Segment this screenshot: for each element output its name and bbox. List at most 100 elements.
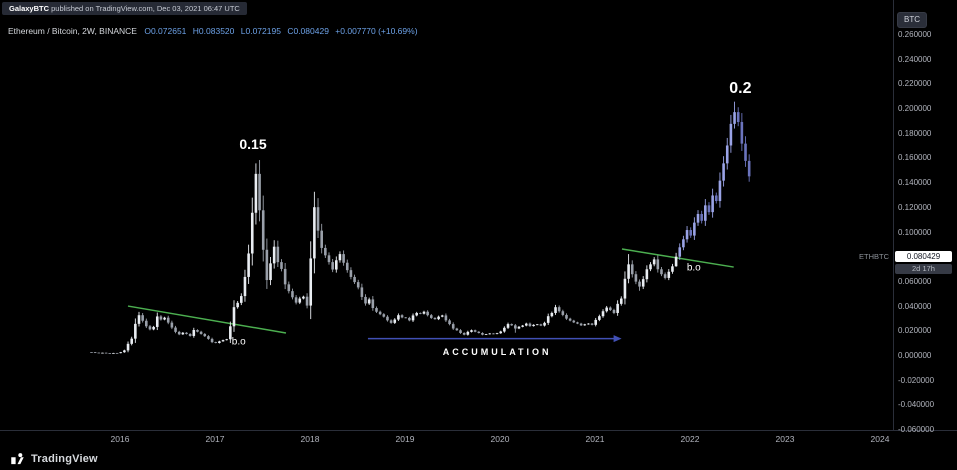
price-axis-label: 0.040000 xyxy=(898,301,932,311)
candle xyxy=(240,293,243,306)
candle xyxy=(459,329,462,334)
projected-candle xyxy=(740,113,744,151)
candle xyxy=(437,315,440,321)
candle xyxy=(196,329,199,333)
candle xyxy=(535,323,539,326)
candle xyxy=(506,322,510,329)
trendline-1 xyxy=(127,305,287,334)
candle xyxy=(488,333,492,335)
candle xyxy=(258,160,261,222)
price-axis-label: 0.100000 xyxy=(898,227,932,237)
chart-legend: Ethereum / Bitcoin, 2W, BINANCE O0.07265… xyxy=(8,26,422,36)
candle xyxy=(641,276,645,290)
candle xyxy=(229,321,232,344)
candle xyxy=(112,352,115,354)
bar-countdown-tag: 2d 17h xyxy=(895,264,952,274)
candle xyxy=(576,321,579,325)
candle xyxy=(338,251,342,263)
projected-candle xyxy=(718,172,722,208)
candle xyxy=(166,315,170,325)
candle xyxy=(612,308,616,315)
projected-candle xyxy=(729,114,733,153)
candle xyxy=(448,318,451,326)
candle xyxy=(130,336,133,346)
projected-candle xyxy=(714,192,718,204)
candle xyxy=(364,294,367,306)
candle xyxy=(272,240,276,269)
candle xyxy=(280,259,283,272)
candle xyxy=(313,191,316,274)
candle xyxy=(521,324,524,328)
projected-candle xyxy=(722,156,725,187)
candle xyxy=(316,198,320,238)
candle xyxy=(247,244,250,284)
price-axis-label: 0.140000 xyxy=(898,178,932,188)
legend-change: +0.007770 (+10.69%) xyxy=(335,26,418,36)
candle xyxy=(159,315,163,321)
candle xyxy=(232,300,236,332)
candle xyxy=(356,279,360,290)
candle xyxy=(276,240,280,268)
candle xyxy=(503,326,506,333)
candle xyxy=(510,323,513,326)
candle xyxy=(524,322,528,327)
candle xyxy=(674,252,678,267)
projected-candle xyxy=(696,210,700,226)
candle xyxy=(663,272,667,280)
candle xyxy=(601,309,605,318)
candle xyxy=(334,256,338,273)
price-scale-separator xyxy=(893,0,894,431)
price-axis-label: -0.020000 xyxy=(898,375,935,385)
candle xyxy=(342,250,345,266)
candle xyxy=(353,274,356,285)
candle xyxy=(386,315,389,322)
candle xyxy=(163,316,166,321)
currency-toggle-button[interactable]: BTC xyxy=(897,12,927,28)
time-axis-label: 2024 xyxy=(870,434,890,444)
projected-candle xyxy=(747,154,751,182)
publish-info: GalaxyBTC published on TradingView.com, … xyxy=(2,2,247,15)
candle xyxy=(429,314,433,319)
candle xyxy=(528,322,532,327)
tradingview-wordmark[interactable]: TradingView xyxy=(31,452,98,465)
candle xyxy=(141,313,144,323)
candle xyxy=(236,301,239,309)
candle xyxy=(539,323,543,327)
footer-bar: TradingView xyxy=(0,447,957,470)
candle xyxy=(462,332,466,336)
price-axis-label: 0.060000 xyxy=(898,276,932,286)
candle xyxy=(221,339,225,342)
candle xyxy=(619,296,623,306)
candle xyxy=(652,257,656,267)
projected-candle xyxy=(736,107,740,127)
candle xyxy=(645,265,649,283)
candle xyxy=(565,313,568,320)
candle xyxy=(214,341,218,344)
candle xyxy=(484,333,488,336)
candle xyxy=(90,351,93,353)
candle xyxy=(546,313,550,325)
candle xyxy=(261,195,265,262)
time-axis-label: 2021 xyxy=(585,434,605,444)
candle xyxy=(594,317,598,327)
candle xyxy=(572,319,576,324)
publish-text: published on TradingView.com, Dec 03, 20… xyxy=(49,4,240,13)
candle xyxy=(455,327,459,331)
candle xyxy=(609,306,612,311)
candle xyxy=(649,262,652,272)
projected-candle xyxy=(711,188,714,218)
candle xyxy=(557,305,561,313)
candle xyxy=(514,324,517,333)
candle xyxy=(382,313,386,318)
candle xyxy=(250,197,254,266)
candle xyxy=(499,330,503,334)
candle xyxy=(426,310,429,317)
publish-author: GalaxyBTC xyxy=(9,4,50,13)
tradingview-logo-icon[interactable] xyxy=(10,451,25,466)
time-scale[interactable]: 2016 2017 2018 2019 2020 2021 2022 2023 2024 xyxy=(0,431,893,447)
price-scale[interactable]: 0.260000 0.240000 0.220000 0.200000 0.180000… xyxy=(894,0,957,434)
candle xyxy=(404,317,408,319)
candle xyxy=(433,317,437,320)
